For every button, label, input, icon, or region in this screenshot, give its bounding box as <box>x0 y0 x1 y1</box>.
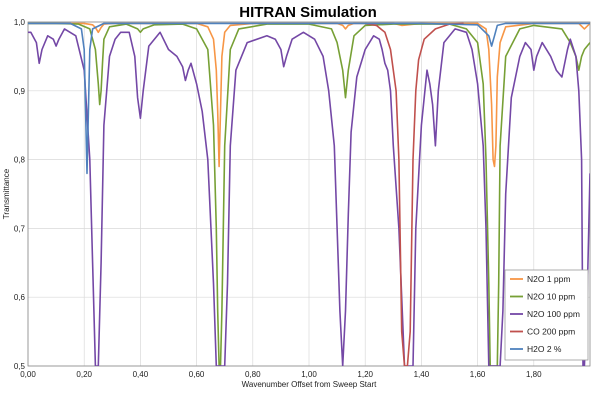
legend: N2O 1 ppm N2O 10 ppm N2O 100 ppm CO 200 ppm… <box>504 269 589 361</box>
y-tick-label: 0,5 <box>14 362 26 371</box>
legend-label: N2O 100 ppm <box>527 309 580 319</box>
legend-label: H2O 2 % <box>527 344 562 354</box>
legend-label: N2O 10 ppm <box>527 292 575 302</box>
legend-box <box>504 269 589 361</box>
series-line-3 <box>365 22 464 366</box>
series-group <box>28 22 590 366</box>
legend-label: N2O 1 ppm <box>527 274 570 284</box>
y-tick-label: 1,0 <box>14 18 26 27</box>
series-line-1 <box>28 22 590 366</box>
y-axis-label: Transmittance <box>2 168 11 219</box>
x-tick-label: 0,80 <box>245 370 261 379</box>
x-tick-label: 1,60 <box>470 370 486 379</box>
x-tick-labels: 0,00 0,20 0,40 0,60 0,80 1,00 1,20 1,40 1,60 1,80 <box>20 370 542 379</box>
x-axis-label: Wavenumber Offset from Sweep Start <box>242 380 377 389</box>
legend-label: CO 200 ppm <box>527 327 575 337</box>
y-tick-label: 0,9 <box>14 87 26 96</box>
y-tick-label: 0,6 <box>14 293 26 302</box>
series-line-4 <box>28 22 590 175</box>
x-tick-label: 1,40 <box>414 370 430 379</box>
x-tick-label: 1,00 <box>301 370 317 379</box>
y-tick-label: 0,8 <box>14 156 26 165</box>
y-tick-label: 0,7 <box>14 224 26 233</box>
chart-title: HITRAN Simulation <box>239 4 377 21</box>
x-tick-label: 1,80 <box>526 370 542 379</box>
x-tick-label: 0,60 <box>189 370 205 379</box>
x-tick-label: 0,20 <box>76 370 92 379</box>
y-tick-labels: 0,5 0,6 0,7 0,8 0,9 1,0 <box>14 18 26 371</box>
series-line-2 <box>28 28 590 366</box>
x-tick-label: 0,00 <box>20 370 36 379</box>
x-tick-label: 0,40 <box>133 370 149 379</box>
x-tick-label: 1,20 <box>357 370 373 379</box>
